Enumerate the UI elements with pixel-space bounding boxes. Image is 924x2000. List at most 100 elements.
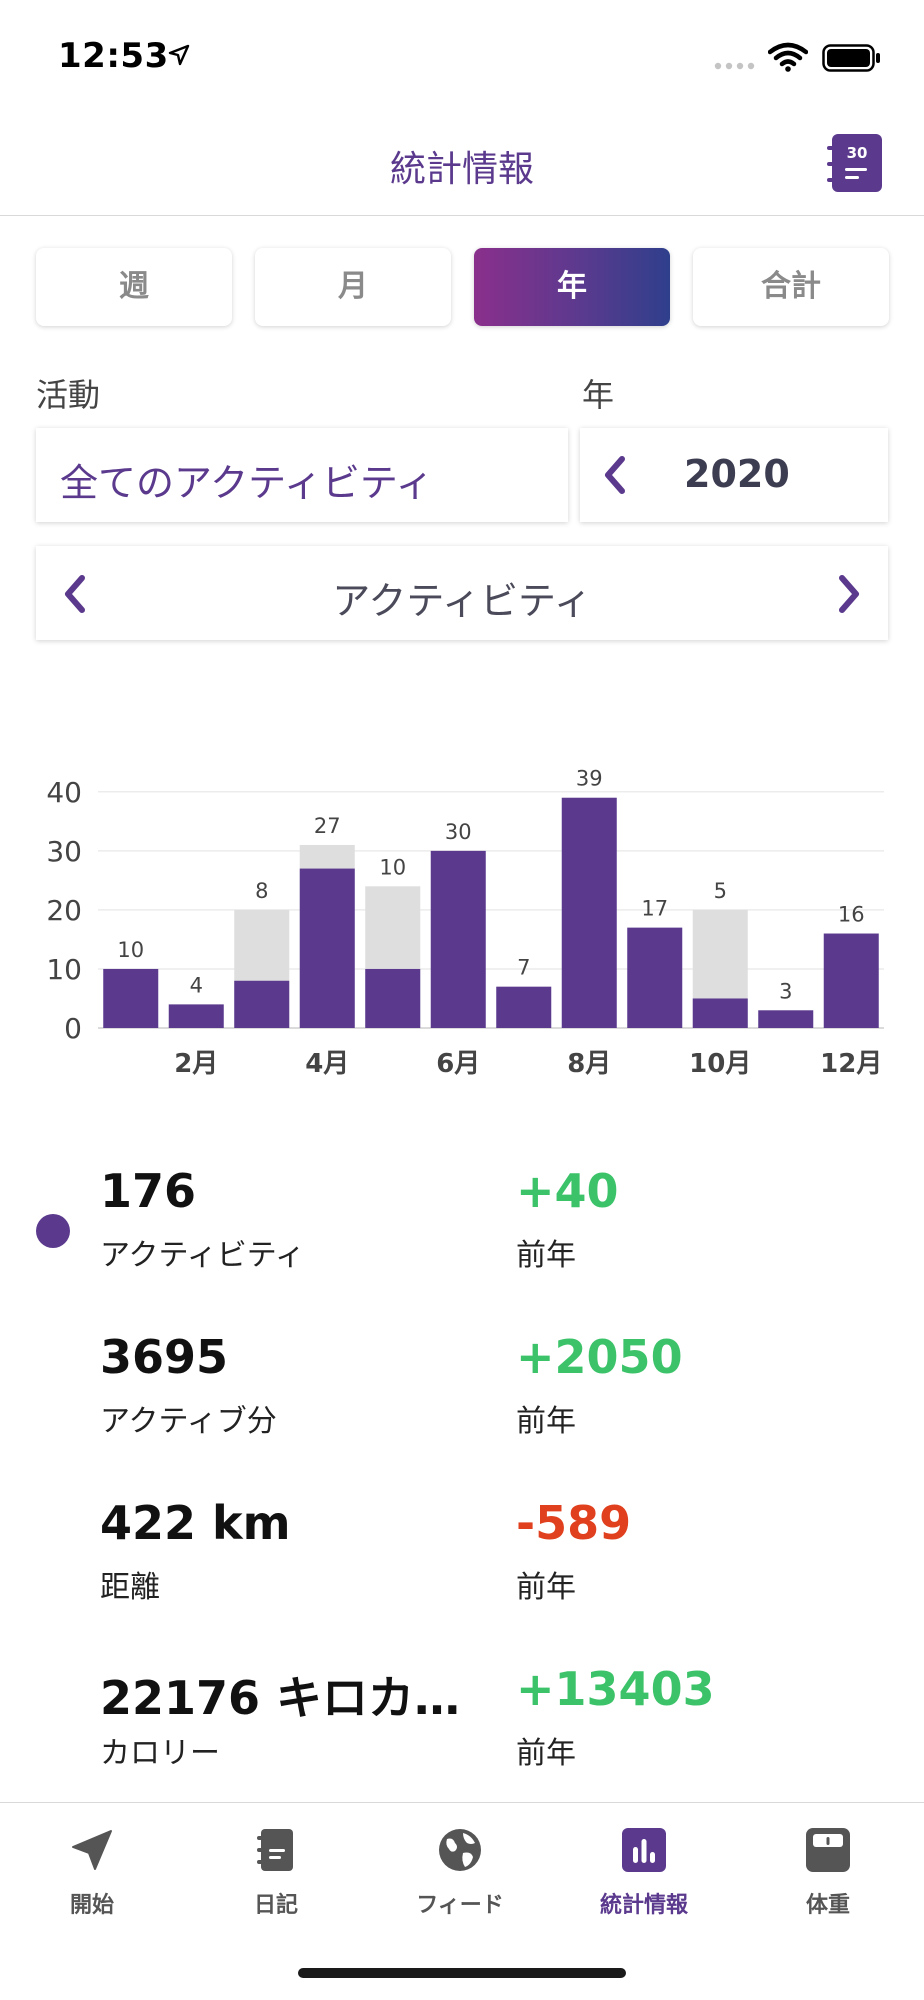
header: 統計情報 30 (0, 110, 924, 216)
x-tick-label: 4月 (305, 1049, 349, 1079)
x-tick-label: 10月 (689, 1049, 751, 1079)
bar (299, 868, 355, 1028)
stat-label: 距離 (100, 1570, 160, 1605)
bar (692, 998, 748, 1028)
data-label: 7 (517, 956, 530, 980)
year-select: 2020 (580, 428, 888, 522)
stat-delta: +13403 (516, 1662, 715, 1716)
metric-label: アクティビティ (332, 579, 592, 623)
tab-month[interactable]: 月 (255, 248, 451, 326)
journal-line (845, 176, 859, 179)
nav-label: 統計情報 (599, 1893, 688, 1918)
stat-row-activities: 176 アクティビティ +40 前年 (0, 1164, 924, 1294)
signal-icon (714, 62, 755, 70)
location-arrow-icon (168, 44, 190, 66)
globe-icon (439, 1829, 481, 1871)
bar (627, 927, 683, 1028)
year-filter-label: 年 (582, 376, 615, 414)
stat-label: アクティビティ (100, 1238, 305, 1273)
bar (823, 933, 879, 1028)
chevron-left-icon[interactable] (62, 574, 88, 614)
bottom-nav: 開始 日記 フィード 統計情報 (0, 1802, 924, 2000)
journal-ring (827, 178, 837, 182)
journal-button[interactable]: 30 (827, 134, 882, 192)
stat-value: 422 km (100, 1496, 291, 1550)
year-value: 2020 (684, 452, 790, 496)
data-label: 39 (576, 767, 603, 791)
data-label: 16 (838, 903, 865, 927)
stat-row-active-minutes: 3695 アクティブ分 +2050 前年 (0, 1330, 924, 1460)
navigation-arrow-icon (72, 1830, 112, 1870)
journal-badge: 30 (846, 144, 868, 162)
status-bar: 12:53 (0, 0, 924, 110)
bar (365, 968, 421, 1028)
data-label: 4 (190, 973, 203, 997)
stat-label: カロリー (100, 1736, 220, 1771)
bar (234, 980, 290, 1028)
page-title: 統計情報 (389, 149, 534, 190)
journal-icon (257, 1829, 293, 1871)
stat-delta-label: 前年 (516, 1404, 576, 1439)
data-label: 30 (445, 820, 472, 844)
activity-filter-label: 活動 (36, 376, 101, 414)
bar (168, 1004, 224, 1028)
bar (496, 986, 552, 1028)
stat-delta-label: 前年 (516, 1570, 576, 1605)
stat-delta: -589 (516, 1496, 632, 1550)
data-label: 17 (641, 897, 668, 921)
y-tick-label: 30 (46, 835, 82, 868)
stat-value: 22176 キロカ… (100, 1671, 461, 1725)
nav-item-journal[interactable]: 日記 (184, 1825, 368, 1935)
journal-line (845, 168, 867, 171)
data-label: 5 (714, 879, 727, 903)
home-indicator (298, 1968, 626, 1978)
nav-item-start[interactable]: 開始 (0, 1825, 184, 1935)
series-dot (36, 1214, 70, 1248)
y-tick-label: 20 (46, 894, 82, 927)
bar (103, 968, 159, 1028)
tab-year[interactable]: 年 (474, 248, 670, 326)
y-tick-label: 40 (46, 776, 82, 809)
chevron-left-icon[interactable] (602, 455, 628, 495)
tab-week[interactable]: 週 (36, 248, 232, 326)
stat-row-distance: 422 km 距離 -589 前年 (0, 1496, 924, 1626)
bar (758, 1010, 814, 1028)
x-tick-label: 8月 (567, 1049, 611, 1079)
tab-total[interactable]: 合計 (693, 248, 889, 326)
stat-value: 3695 (100, 1330, 229, 1384)
battery-icon (822, 44, 880, 72)
stat-delta: +40 (516, 1164, 619, 1218)
data-label: 27 (314, 814, 341, 838)
activity-select[interactable]: 全てのアクティビティ (36, 428, 568, 522)
data-label: 10 (379, 855, 406, 879)
stat-delta: +2050 (516, 1330, 683, 1384)
wifi-icon (768, 42, 808, 72)
x-tick-label: 6月 (436, 1049, 480, 1079)
y-tick-label: 10 (46, 953, 82, 986)
activity-bar-chart: 0 10 20 30 40 10 4 2月 8 27 4月 10 30 6月 7 39 8月 17 5 10月 3 16 1… (46, 767, 884, 1079)
stat-delta-label: 前年 (516, 1736, 576, 1771)
y-tick-label: 0 (64, 1012, 82, 1045)
nav-label: 開始 (69, 1893, 114, 1918)
stat-value: 176 (100, 1164, 197, 1218)
status-time: 12:53 (58, 36, 169, 76)
chevron-right-icon[interactable] (836, 574, 862, 614)
data-label: 3 (779, 979, 792, 1003)
nav-label: フィード (416, 1893, 504, 1918)
nav-item-weight[interactable]: 体重 (736, 1825, 920, 1935)
stat-label: アクティブ分 (100, 1404, 277, 1439)
bar (561, 797, 617, 1028)
journal-ring (827, 162, 837, 166)
journal-ring (827, 146, 837, 150)
data-label: 10 (117, 938, 144, 962)
scale-icon (806, 1828, 850, 1872)
stat-delta-label: 前年 (516, 1238, 576, 1273)
nav-label: 日記 (253, 1893, 298, 1918)
nav-item-feed[interactable]: フィード (368, 1825, 552, 1935)
x-tick-label: 12月 (820, 1049, 882, 1079)
stat-row-calories: 22176 キロカ… カロリー +13403 前年 (0, 1662, 924, 1792)
x-tick-label: 2月 (174, 1049, 218, 1079)
nav-item-stats[interactable]: 統計情報 (552, 1825, 736, 1935)
bar (430, 850, 486, 1028)
metric-selector: アクティビティ (36, 546, 888, 640)
